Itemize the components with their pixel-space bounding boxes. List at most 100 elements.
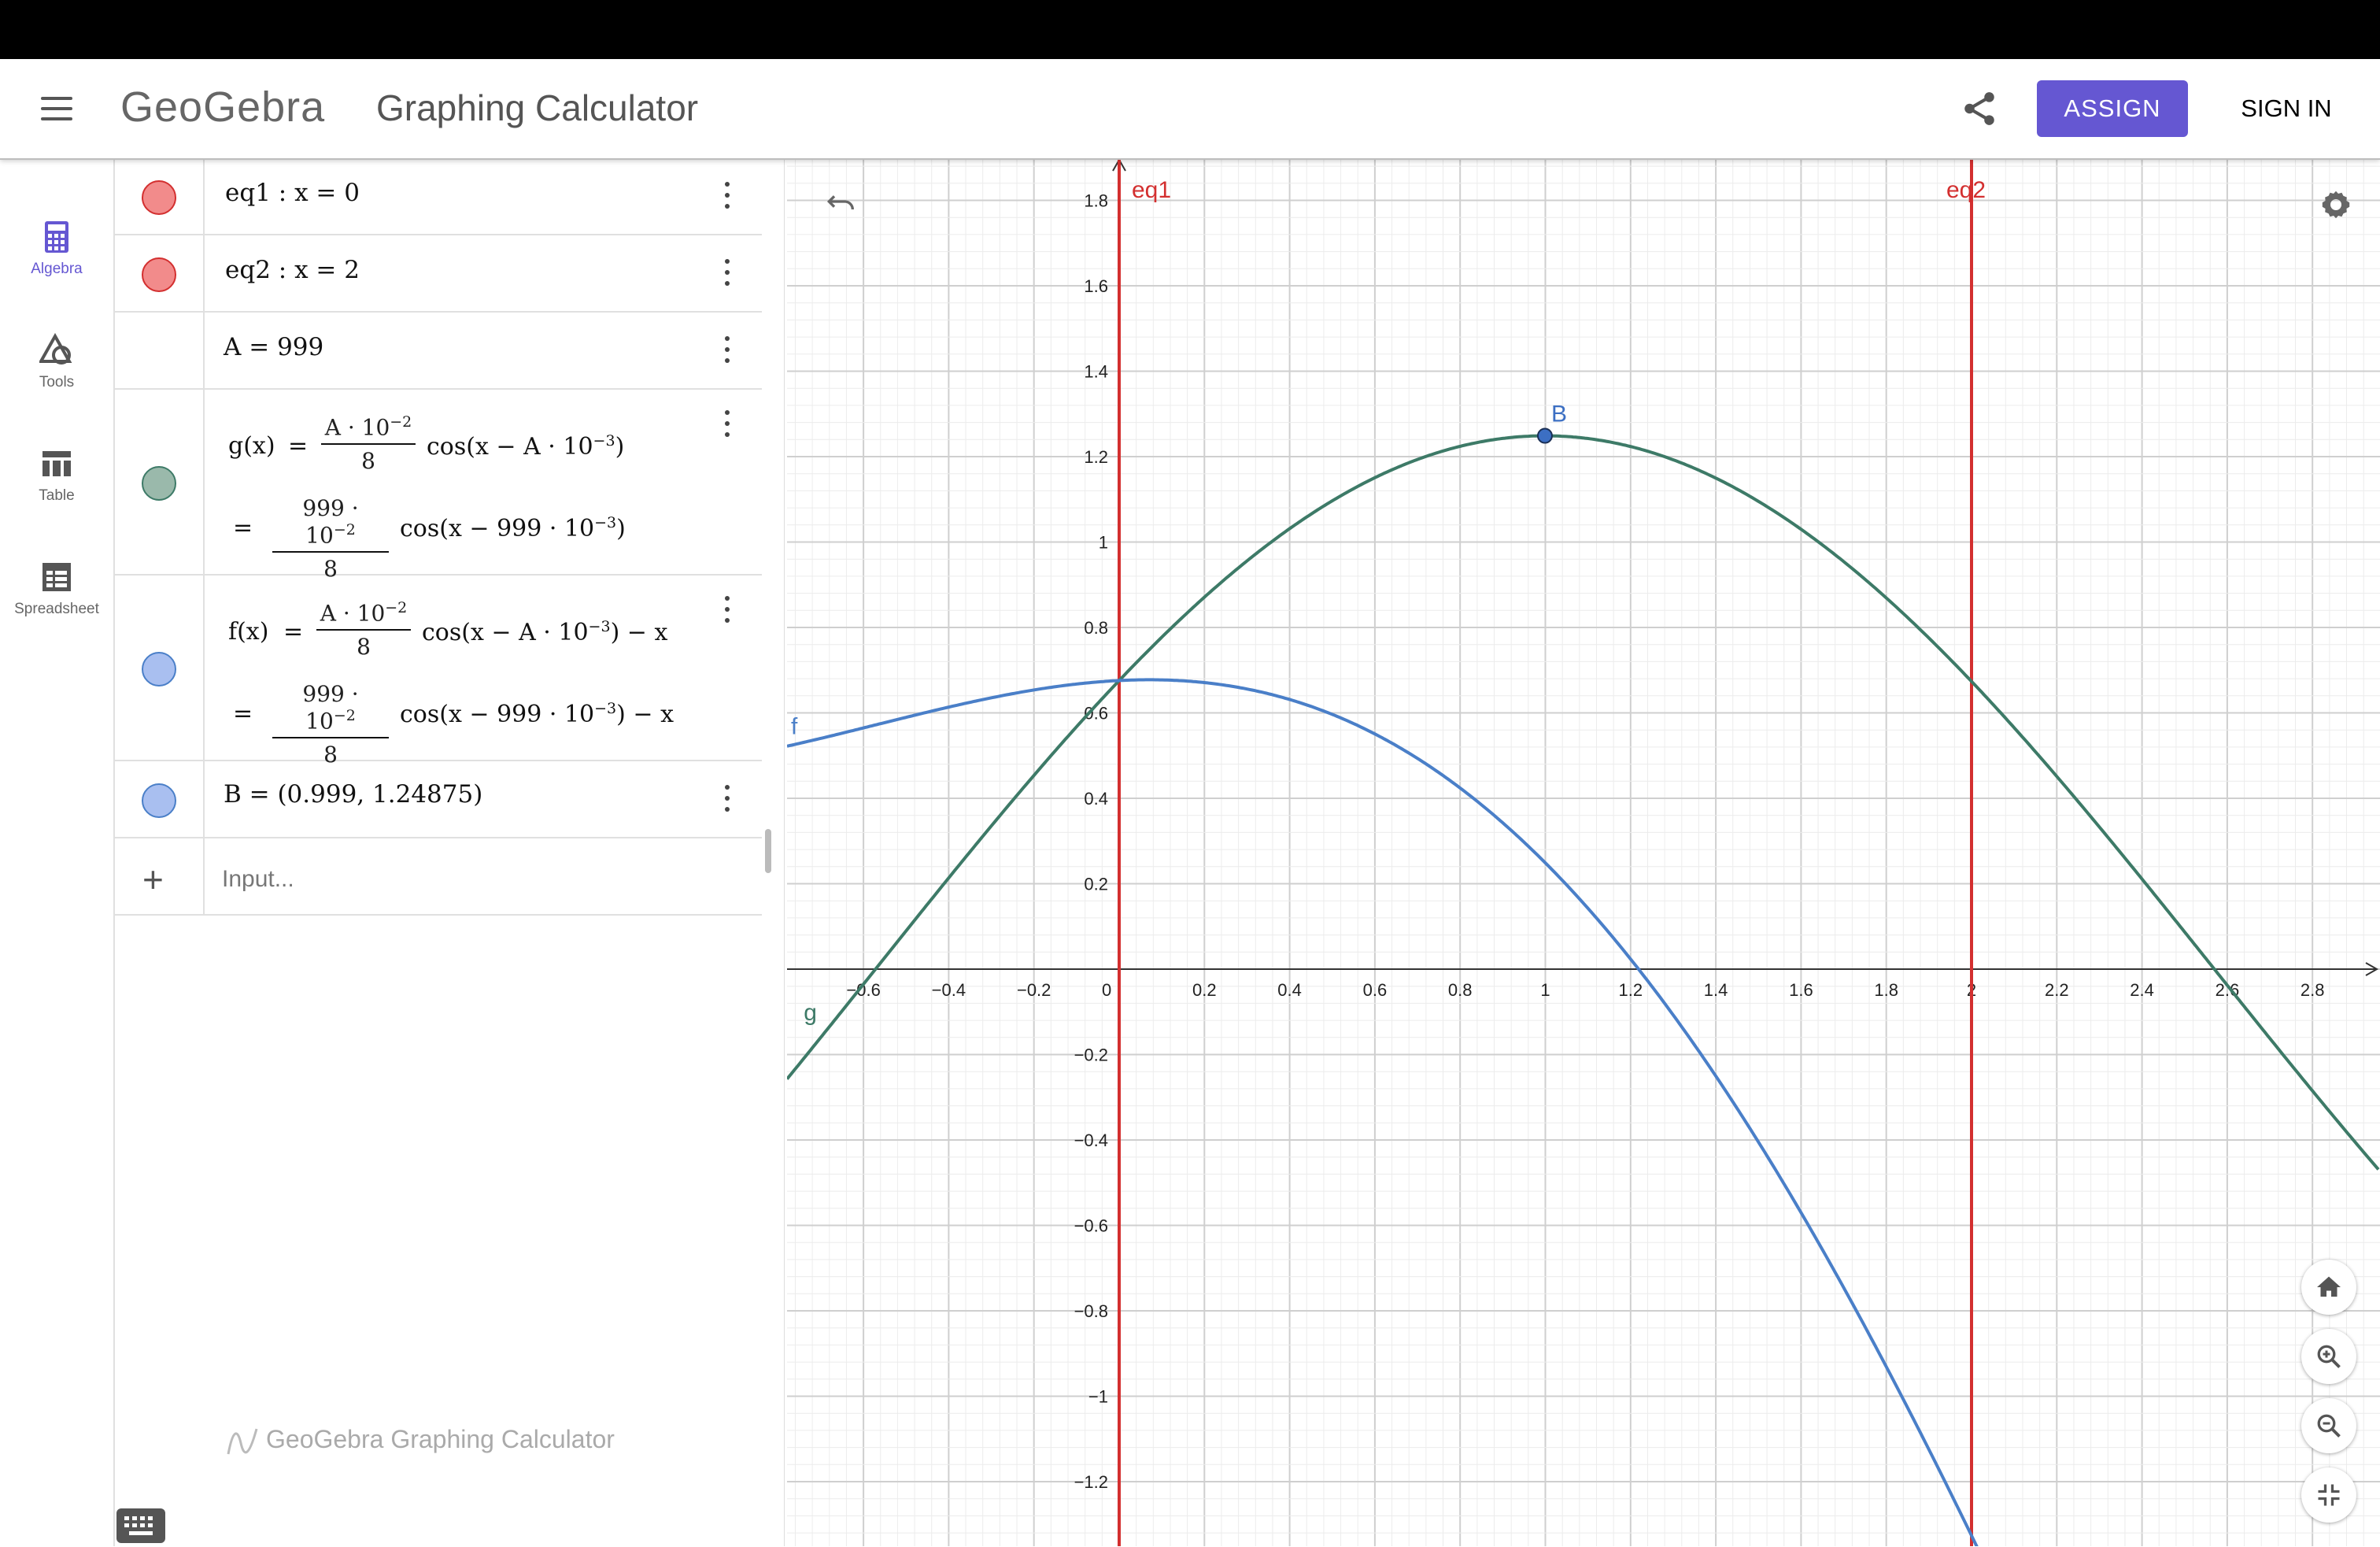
curve-g <box>787 434 2380 1171</box>
geogebra-curve-icon <box>227 1428 258 1454</box>
visibility-marble[interactable] <box>142 257 176 292</box>
algebra-scrollbar[interactable] <box>765 829 771 873</box>
more-options-icon[interactable] <box>715 783 740 815</box>
g-fraction: A · 10−2 8 <box>321 413 416 474</box>
y-tick-label: 1.6 <box>1084 276 1108 296</box>
graphics-view[interactable]: −0.6−0.4−0.200.20.40.60.811.21.41.61.822… <box>787 158 2380 1546</box>
b-definition[interactable]: B = (0.999, 1.24875) <box>224 780 483 809</box>
object-labels: eq1 eq2 Bf g <box>791 177 1986 1026</box>
zoom-out-button[interactable] <box>2301 1398 2356 1453</box>
table-icon <box>42 451 71 476</box>
algebra-row-f[interactable]: f(x) = A · 10−2 8 cos(x − A · 10−3) − x … <box>115 575 762 768</box>
zoom-in-button[interactable] <box>2301 1329 2356 1384</box>
x-tick-label: 1.2 <box>1619 980 1643 1000</box>
x-tick-label: −0.4 <box>932 980 966 1000</box>
nav-algebra[interactable]: Algebra <box>0 220 113 322</box>
y-tick-label: 0.4 <box>1084 789 1108 809</box>
gear-icon[interactable] <box>2317 186 2355 224</box>
hamburger-menu-icon[interactable] <box>41 97 72 120</box>
more-options-icon[interactable] <box>715 409 740 440</box>
grid <box>787 158 2380 1546</box>
a-definition[interactable]: A = 999 <box>224 333 324 361</box>
visibility-marble[interactable] <box>142 652 176 687</box>
assign-button[interactable]: ASSIGN <box>2037 80 2188 137</box>
f-fraction: A · 10−2 8 <box>316 599 411 660</box>
system-bar <box>0 0 2380 59</box>
sign-in-button[interactable]: SIGN IN <box>2219 80 2353 137</box>
zoom-out-icon <box>2317 1414 2341 1438</box>
plus-icon[interactable]: + <box>142 859 164 900</box>
eq1-definition[interactable]: eq1 : x = 0 <box>225 179 360 207</box>
g-value-fraction: 999 · 10−2 8 <box>272 495 389 582</box>
left-navigation: Algebra Tools Table Spreadsheet <box>0 158 115 1546</box>
label-f: f <box>791 714 798 740</box>
y-tick-label: 1.4 <box>1084 362 1108 382</box>
y-tick-label: 0.8 <box>1084 618 1108 638</box>
x-tick-label: 0.8 <box>1448 980 1473 1000</box>
x-tick-label: 1.8 <box>1874 980 1898 1000</box>
undo-icon[interactable] <box>822 186 862 217</box>
f-cos-term: cos(x − A · 10−3) − x <box>422 618 668 646</box>
g-cos-term: cos(x − A · 10−3) <box>427 432 625 461</box>
shapes-icon <box>39 333 72 365</box>
y-tick-label: 0.2 <box>1084 875 1108 894</box>
label-b: B <box>1551 402 1567 427</box>
nav-label: Algebra <box>31 261 83 277</box>
y-tick-label: −1.2 <box>1074 1472 1108 1492</box>
label-eq2: eq2 <box>1946 177 1986 203</box>
nav-tools[interactable]: Tools <box>0 333 113 435</box>
nav-label: Table <box>39 487 75 504</box>
more-options-icon[interactable] <box>715 257 740 289</box>
algebra-row-eq2[interactable]: eq2 : x = 2 <box>115 235 762 313</box>
geogebra-logo: GeoGebra <box>120 83 326 131</box>
x-tick-label: 2.8 <box>2301 980 2325 1000</box>
f-value-cos-term: cos(x − 999 · 10−3) − x <box>400 700 674 728</box>
x-tick-label: 0.4 <box>1277 980 1302 1000</box>
algebra-row-b[interactable]: B = (0.999, 1.24875) <box>115 761 762 838</box>
watermark: GeoGebra Graphing Calculator <box>225 1425 615 1457</box>
nav-label: Spreadsheet <box>14 601 99 617</box>
curves <box>787 158 2380 1546</box>
more-options-icon[interactable] <box>715 594 740 626</box>
point-b <box>1536 427 1553 444</box>
f-lhs: f(x) <box>228 618 269 646</box>
tick-labels: −0.6−0.4−0.200.20.40.60.811.21.41.61.822… <box>846 191 2324 1493</box>
x-tick-label: −0.2 <box>1017 980 1051 1000</box>
nav-label: Tools <box>39 374 75 390</box>
algebra-view: eq1 : x = 0 eq2 : x = 2 A = 999 g(x) = A… <box>115 158 785 1546</box>
more-options-icon[interactable] <box>715 335 740 366</box>
spreadsheet-icon <box>42 563 71 591</box>
graph-canvas[interactable]: −0.6−0.4−0.200.20.40.60.811.21.41.61.822… <box>787 158 2380 1546</box>
algebra-row-g[interactable]: g(x) = A · 10−2 8 cos(x − A · 10−3) = 99… <box>115 390 762 582</box>
x-tick-label: 0 <box>1102 980 1111 1000</box>
share-icon[interactable] <box>1960 89 1999 128</box>
axes <box>787 158 2379 1546</box>
x-tick-label: 1.4 <box>1704 980 1728 1000</box>
y-tick-label: 1 <box>1099 533 1108 553</box>
app-title: Graphing Calculator <box>376 87 699 128</box>
eq2-definition[interactable]: eq2 : x = 2 <box>225 256 360 284</box>
home-button[interactable] <box>2301 1260 2356 1315</box>
label-eq1: eq1 <box>1132 177 1171 203</box>
more-options-icon[interactable] <box>715 180 740 212</box>
y-tick-label: −0.6 <box>1074 1216 1108 1236</box>
fullscreen-exit-button[interactable] <box>2301 1467 2356 1523</box>
nav-spreadsheet[interactable]: Spreadsheet <box>0 560 113 662</box>
algebra-row-a[interactable]: A = 999 <box>115 313 762 390</box>
g-value-cos-term: cos(x − 999 · 10−3) <box>400 514 626 542</box>
y-tick-label: −0.2 <box>1074 1046 1108 1065</box>
keyboard-icon[interactable] <box>116 1508 165 1543</box>
app-header: GeoGebra Graphing Calculator ASSIGN SIGN… <box>0 59 2380 160</box>
visibility-marble[interactable] <box>142 180 176 215</box>
x-tick-label: 2.2 <box>2045 980 2069 1000</box>
algebra-row-eq1[interactable]: eq1 : x = 0 <box>115 158 762 235</box>
algebra-input[interactable] <box>220 860 696 898</box>
y-tick-label: 1.2 <box>1084 447 1108 467</box>
visibility-marble[interactable] <box>142 783 176 818</box>
nav-table[interactable]: Table <box>0 446 113 549</box>
zoom-in-icon <box>2317 1345 2341 1368</box>
visibility-marble[interactable] <box>142 466 176 501</box>
x-tick-label: 1.6 <box>1789 980 1813 1000</box>
curve-f <box>787 678 1979 1546</box>
algebra-input-row: + <box>115 838 762 916</box>
